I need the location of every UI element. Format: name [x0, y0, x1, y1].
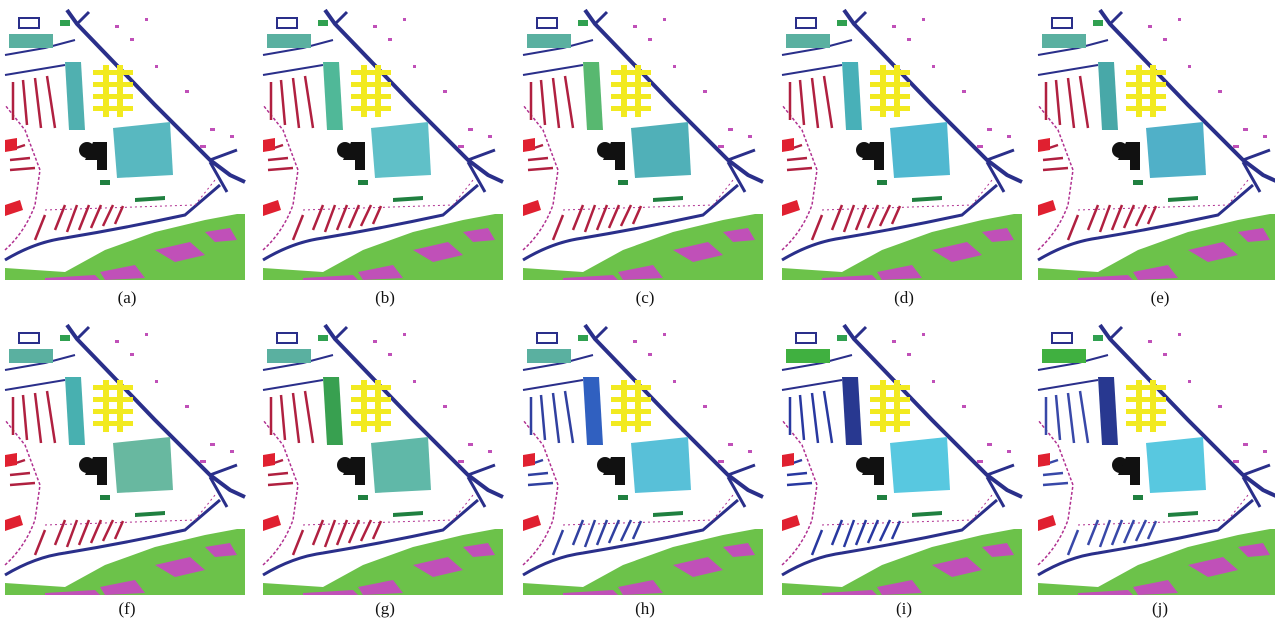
panel-label: (c) — [636, 288, 655, 307]
classification-map — [521, 323, 765, 597]
classification-map — [1036, 8, 1275, 282]
classification-map — [521, 8, 765, 282]
panel-label: (g) — [375, 599, 395, 618]
classification-map — [3, 323, 247, 597]
panel-label: (i) — [896, 599, 912, 618]
panel-label: (e) — [1151, 288, 1170, 307]
panel-label: (a) — [118, 288, 137, 307]
panel-label: (j) — [1152, 599, 1168, 618]
classification-map — [1036, 323, 1275, 597]
classification-map — [261, 323, 505, 597]
panel-label: (f) — [119, 599, 136, 618]
panel-label: (h) — [635, 599, 655, 618]
panel-label: (b) — [375, 288, 395, 307]
classification-map — [3, 8, 247, 282]
classification-map — [780, 323, 1024, 597]
classification-map — [780, 8, 1024, 282]
panel-label: (d) — [894, 288, 914, 307]
classification-map — [261, 8, 505, 282]
